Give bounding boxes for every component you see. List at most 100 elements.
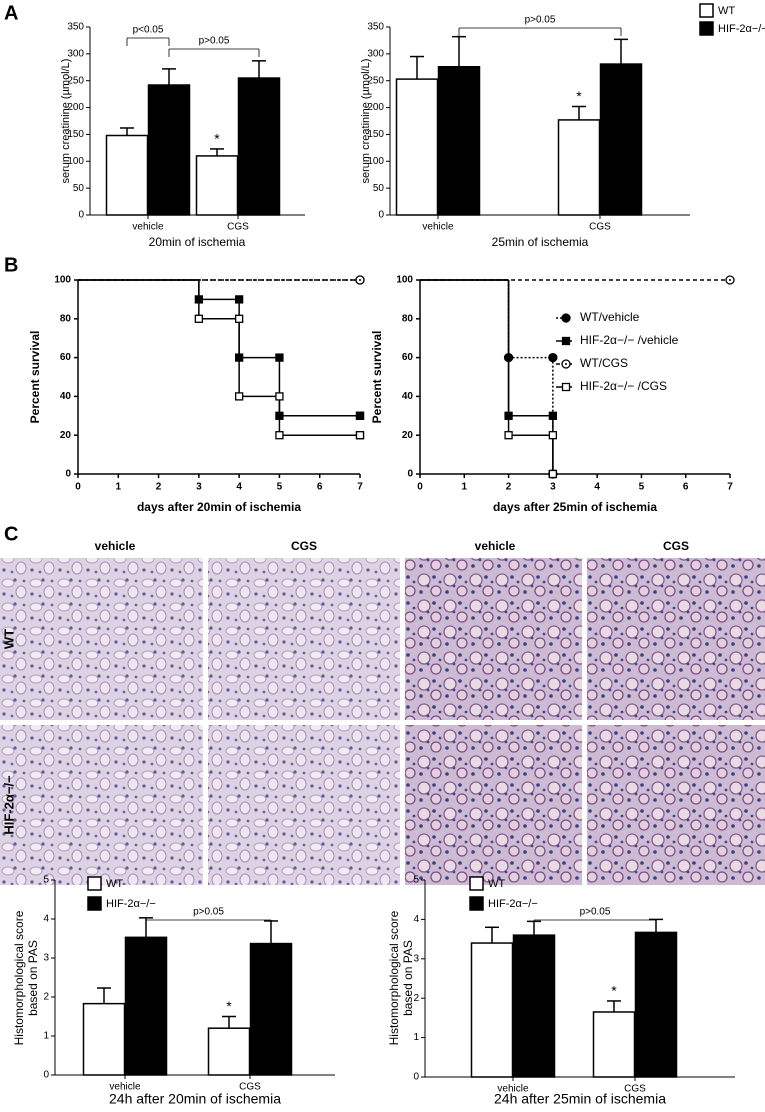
marker-dot — [359, 279, 361, 281]
legend-swatch — [699, 21, 714, 36]
x-axis-label: 25min of ischemia — [492, 235, 589, 249]
legend-marker — [561, 382, 571, 392]
y-tick-label: 5 — [43, 875, 49, 886]
y-axis-label: Percent survival — [370, 331, 384, 424]
y-tick-label: 20 — [402, 430, 414, 441]
legend-swatch — [469, 876, 484, 891]
y-tick-label: 100 — [396, 275, 413, 286]
x-tick-label: 5 — [639, 482, 645, 493]
p-value: p>0.05 — [193, 907, 224, 918]
y-tick-label: 50 — [373, 183, 385, 194]
x-tick-label: vehicle — [132, 222, 164, 233]
bar — [237, 77, 281, 216]
y-tick-label: 0 — [65, 469, 71, 480]
y-tick-label: 60 — [60, 352, 72, 363]
legend-label: WT/vehicle — [580, 310, 640, 324]
y-tick-label: 80 — [60, 313, 72, 324]
significance-star: * — [226, 998, 232, 1014]
x-tick-label: 6 — [683, 482, 689, 493]
bar — [147, 84, 191, 216]
y-tick-label: 0 — [407, 469, 413, 480]
x-tick-label: CGS — [624, 1084, 646, 1095]
y-tick-label: 150 — [67, 129, 84, 140]
y-axis-label: based on PAS — [26, 940, 40, 1016]
y-tick-label: 0 — [378, 210, 384, 221]
bar — [249, 942, 293, 1076]
legend-label: HIF-2α−/− — [106, 898, 156, 910]
x-axis-label: 24h after 20min of ischemia — [109, 1091, 281, 1107]
micrograph — [208, 725, 400, 885]
marker — [234, 295, 244, 304]
y-axis-label: based on PAS — [401, 940, 415, 1016]
y-tick-label: 350 — [67, 22, 84, 33]
y-tick-label: 40 — [402, 391, 414, 402]
y-tick-label: 0 — [78, 210, 84, 221]
bar — [470, 942, 514, 1078]
y-tick-label: 100 — [67, 156, 84, 167]
x-tick-label: 0 — [75, 482, 81, 493]
y-tick-label: 4 — [43, 914, 49, 925]
y-tick-label: 250 — [367, 75, 384, 86]
y-tick-label: 300 — [367, 48, 384, 59]
legend-label: WT — [106, 878, 123, 890]
marker — [234, 314, 244, 323]
bar — [124, 936, 168, 1076]
x-tick-label: 1 — [462, 482, 468, 493]
legend-marker — [561, 336, 571, 346]
legend-swatch — [699, 3, 714, 18]
p-value: p>0.05 — [199, 36, 230, 47]
marker — [194, 314, 204, 323]
y-tick-label: 1 — [413, 1032, 419, 1043]
micrograph — [208, 558, 400, 720]
column-label: vehicle — [95, 539, 136, 553]
legend-label: HIF-2α−/− /CGS — [580, 379, 667, 393]
marker — [504, 431, 513, 440]
panel-label: C — [4, 523, 18, 545]
significance-star: * — [611, 983, 617, 999]
y-axis-label: serum creatinine (µmol/L) — [360, 59, 372, 184]
y-tick-label: 50 — [73, 183, 85, 194]
y-tick-label: 150 — [367, 129, 384, 140]
y-axis-label: Histomorphological score — [387, 910, 401, 1045]
x-tick-label: vehicle — [422, 222, 454, 233]
marker — [234, 392, 244, 401]
y-tick-label: 2 — [43, 992, 49, 1003]
x-axis-label: 24h after 25min of ischemia — [494, 1091, 666, 1107]
x-tick-label: 2 — [156, 482, 162, 493]
legend-label: WT — [718, 5, 735, 17]
x-tick-label: vehicle — [497, 1084, 529, 1095]
bar — [207, 1027, 251, 1076]
bar — [395, 78, 439, 216]
marker — [355, 411, 365, 420]
x-tick-label: 7 — [727, 482, 733, 493]
bar — [437, 65, 481, 216]
x-tick-label: 4 — [236, 482, 242, 493]
y-tick-label: 20 — [60, 430, 72, 441]
x-tick-label: vehicle — [109, 1082, 141, 1093]
x-tick-label: 4 — [594, 482, 600, 493]
y-tick-label: 2 — [413, 993, 419, 1004]
x-tick-label: CGS — [239, 1082, 261, 1093]
y-tick-label: 3 — [43, 953, 49, 964]
y-tick-label: 40 — [60, 391, 72, 402]
y-tick-label: 200 — [67, 102, 84, 113]
x-tick-label: 6 — [317, 482, 323, 493]
legend-label: WT — [488, 878, 505, 890]
y-tick-label: 350 — [367, 22, 384, 33]
column-label: CGS — [291, 539, 317, 553]
legend-swatch — [87, 896, 102, 911]
significance-star: * — [214, 131, 220, 147]
legend-marker-dot — [565, 363, 567, 365]
y-tick-label: 300 — [67, 48, 84, 59]
p-value: p>0.05 — [580, 907, 611, 918]
y-tick-label: 60 — [402, 352, 414, 363]
x-axis-label: days after 20min of ischemia — [137, 500, 301, 514]
y-axis-label: Histomorphological score — [12, 910, 26, 1045]
bar — [599, 63, 643, 216]
marker — [548, 469, 558, 479]
y-tick-label: 4 — [413, 914, 419, 925]
y-axis-label: Percent survival — [28, 331, 42, 424]
marker — [355, 431, 365, 440]
micrograph — [587, 558, 765, 720]
